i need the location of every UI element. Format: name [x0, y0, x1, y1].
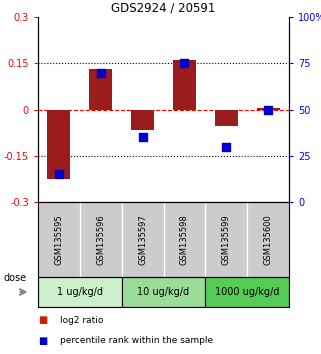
Point — [98, 70, 103, 75]
Text: GSM135595: GSM135595 — [55, 214, 64, 265]
Bar — [48, 109, 70, 179]
Text: ■: ■ — [38, 315, 47, 325]
Text: GSM135600: GSM135600 — [264, 214, 273, 265]
Text: 10 ug/kg/d: 10 ug/kg/d — [137, 287, 190, 297]
Point — [56, 171, 62, 177]
Title: GDS2924 / 20591: GDS2924 / 20591 — [111, 1, 216, 15]
Bar — [122, 277, 205, 307]
Text: GSM135599: GSM135599 — [222, 214, 231, 265]
Text: dose: dose — [3, 273, 26, 283]
Point — [224, 144, 229, 149]
Text: percentile rank within the sample: percentile rank within the sample — [60, 336, 213, 345]
Point — [265, 107, 271, 112]
Text: 1 ug/kg/d: 1 ug/kg/d — [57, 287, 103, 297]
Text: log2 ratio: log2 ratio — [60, 316, 104, 325]
Bar — [38, 277, 122, 307]
Bar — [215, 109, 238, 126]
Text: GSM135598: GSM135598 — [180, 214, 189, 265]
Text: ■: ■ — [38, 336, 47, 346]
Text: 1000 ug/kg/d: 1000 ug/kg/d — [215, 287, 279, 297]
Text: GSM135597: GSM135597 — [138, 214, 147, 265]
Bar — [256, 108, 280, 109]
Bar — [89, 69, 112, 109]
Bar — [173, 59, 196, 109]
Text: GSM135596: GSM135596 — [96, 214, 105, 265]
Point — [140, 135, 145, 140]
Point — [182, 61, 187, 66]
Bar — [131, 109, 154, 130]
Bar — [205, 277, 289, 307]
